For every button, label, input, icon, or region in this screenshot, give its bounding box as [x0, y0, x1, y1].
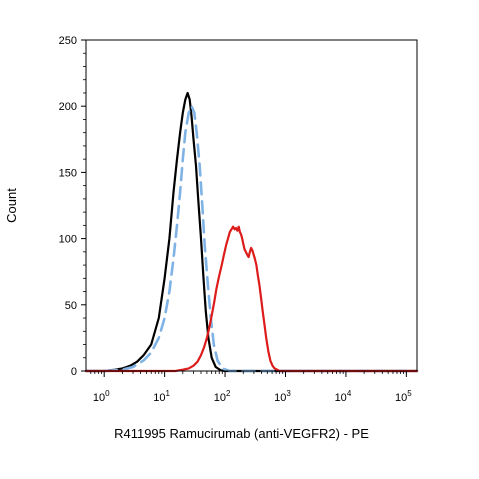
- x-axis-title: R411995 Ramucirumab (anti-VEGFR2) - PE: [114, 426, 369, 441]
- y-tick-label: 250: [59, 35, 77, 47]
- x-tick-label: 100: [93, 389, 110, 404]
- y-axis-title: Count: [4, 188, 19, 223]
- series-line-2: [84, 104, 419, 373]
- y-axis: 0 50 100 150 200 250: [59, 35, 86, 378]
- x-tick-label: 103: [274, 389, 291, 404]
- x-tick-label: 105: [395, 389, 412, 404]
- y-tick-label: 100: [59, 234, 77, 246]
- series-line-1: [84, 91, 419, 373]
- x-tick-label: 102: [214, 389, 231, 404]
- y-tick-label: 50: [65, 300, 77, 312]
- y-tick-label: 0: [71, 366, 77, 378]
- series-line-3: [84, 225, 419, 373]
- x-tick-label: 101: [153, 389, 170, 404]
- plot-frame: [85, 39, 418, 372]
- y-tick-label: 200: [59, 101, 77, 113]
- x-tick-label: 104: [335, 389, 352, 404]
- y-tick-label: 150: [59, 167, 77, 179]
- x-axis: 100 101 102 103 104 105: [90, 371, 412, 404]
- series-layer: [84, 91, 419, 373]
